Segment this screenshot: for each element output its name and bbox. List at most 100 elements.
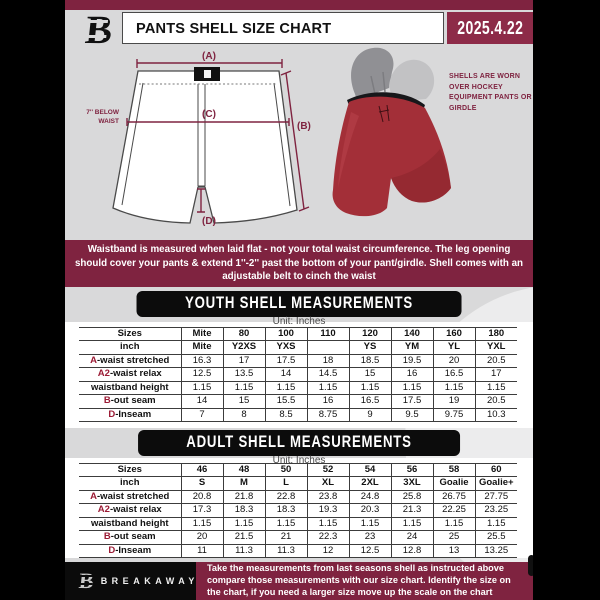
notice-banner: Waistband is measured when laid flat - n… (65, 240, 533, 287)
value-cell: 1.15 (306, 516, 350, 532)
value-cell: 1.15 (264, 516, 308, 532)
value-cell: 20 (180, 530, 224, 545)
scrollbar-thumb[interactable] (528, 555, 533, 576)
label-a: (A) (202, 51, 216, 62)
value-cell: 16.5 (432, 367, 476, 382)
value-cell: 1.15 (180, 516, 224, 532)
top-accent-bar (65, 0, 533, 10)
footer-note-text: Take the measurements from last seasons … (207, 563, 511, 597)
value-cell: 60 (474, 462, 517, 478)
table-row: D-Inseam 7 8 8.5 8.75 9 9.5 9.75 10.3 (79, 407, 517, 423)
value-cell: 3XL (390, 476, 434, 491)
table-row: A2-waist relax 12.5 13.5 14 14.5 15 16 16.5 17 (79, 367, 517, 382)
value-cell: 16.3 (180, 353, 224, 369)
youth-section-banner: YOUTH SHELL MEASUREMENTS (136, 291, 462, 317)
value-cell: 20.8 (180, 489, 224, 505)
value-cell: 21 (264, 530, 308, 545)
value-cell: 100 (264, 326, 308, 342)
shell-note: SHELLS ARE WORN OVER HOCKEY EQUIPMENT PA… (449, 73, 532, 112)
value-cell: M (222, 476, 266, 491)
youth-banner-text: YOUTH SHELL MEASUREMENTS (185, 294, 413, 312)
value-cell: 2XL (348, 476, 392, 491)
value-cell: 180 (474, 326, 517, 342)
adult-table: Sizes 46 48 50 52 54 56 58 60 inch S M L XL 2XL 3XL Goal… (79, 462, 517, 559)
value-cell: 12.8 (390, 543, 434, 559)
value-cell: 11.3 (264, 543, 308, 559)
value-cell: 1.15 (180, 380, 224, 396)
value-cell: 1.15 (222, 380, 266, 396)
brand-block: B BREAKAWAY (65, 562, 196, 600)
date-text: 2025.4.22 (457, 17, 523, 38)
date-badge: 2025.4.22 (447, 12, 533, 44)
page-title-box: PANTS SHELL SIZE CHART (122, 12, 444, 44)
value-cell: 13 (432, 543, 476, 559)
value-cell: 7 (180, 407, 224, 423)
value-cell: Goalie+ (474, 476, 517, 491)
value-cell: 16.5 (348, 394, 392, 409)
value-cell: 58 (432, 462, 476, 478)
value-cell: 80 (222, 326, 266, 342)
value-cell: 18.3 (222, 503, 266, 518)
value-cell: Goalie (432, 476, 476, 491)
row-label: D-Inseam (79, 407, 182, 423)
value-cell: 12 (306, 543, 350, 559)
value-cell: 1.15 (264, 380, 308, 396)
row-label: A2-waist relax (79, 503, 182, 518)
value-cell (306, 340, 350, 355)
value-cell: 25.8 (390, 489, 434, 505)
value-cell: 46 (180, 462, 224, 478)
value-cell: 1.15 (390, 516, 434, 532)
table-row: inch S M L XL 2XL 3XL Goalie Goalie+ (79, 476, 517, 491)
value-cell: 26.75 (432, 489, 476, 505)
value-cell: Mite (180, 326, 224, 342)
value-cell: 13.25 (474, 543, 517, 559)
value-cell: 24.8 (348, 489, 392, 505)
value-cell: YM (390, 340, 434, 355)
row-label: A-waist stretched (79, 489, 182, 505)
row-label: Sizes (79, 326, 182, 342)
value-cell: 25.5 (474, 530, 517, 545)
value-cell: 17.5 (264, 353, 308, 369)
row-label: inch (79, 476, 182, 491)
value-cell: 12.5 (348, 543, 392, 559)
value-cell: 8.75 (306, 407, 350, 423)
value-cell: 20.5 (474, 394, 517, 409)
value-cell: 1.15 (222, 516, 266, 532)
value-cell: 22.3 (306, 530, 350, 545)
value-cell: S (180, 476, 224, 491)
value-cell: 1.15 (474, 380, 517, 396)
row-label: waistband height (79, 380, 182, 396)
value-cell: 19.3 (306, 503, 350, 518)
row-label-prefix: A2 (97, 504, 110, 516)
value-cell: 52 (306, 462, 350, 478)
value-cell: Mite (180, 340, 224, 355)
value-cell: 17 (222, 353, 266, 369)
table-row: B-out seam 20 21.5 21 22.3 23 24 25 25.5 (79, 530, 517, 545)
notice-text: Waistband is measured when laid flat - n… (74, 243, 524, 283)
label-c: (C) (202, 109, 216, 120)
value-cell: YXS (264, 340, 308, 355)
table-row: waistband height 1.15 1.15 1.15 1.15 1.15 1.15… (79, 380, 517, 396)
row-label: D-Inseam (79, 543, 182, 559)
value-cell: 12.5 (180, 367, 224, 382)
adult-unit-label: Unit: Inches (272, 455, 326, 466)
value-cell: 50 (264, 462, 308, 478)
pants-outline-drawing: (A) (C) (B) (D) (112, 51, 311, 227)
row-label: A-waist stretched (79, 353, 182, 369)
value-cell: 16 (306, 394, 350, 409)
value-cell: 20 (432, 353, 476, 369)
row-label-prefix: B (103, 531, 111, 543)
row-label: A2-waist relax (79, 367, 182, 382)
table-row: B-out seam 14 15 15.5 16 16.5 17.5 19 20.5 (79, 394, 517, 409)
value-cell: 23.25 (474, 503, 517, 518)
row-label: waistband height (79, 516, 182, 532)
value-cell: 14 (264, 367, 308, 382)
value-cell: 11 (180, 543, 224, 559)
row-label-prefix: A2 (97, 368, 110, 380)
hockey-shell-photo (332, 47, 451, 217)
value-cell: 20.5 (474, 353, 517, 369)
value-cell: L (264, 476, 308, 491)
row-label: inch (79, 340, 182, 355)
value-cell: 21.3 (390, 503, 434, 518)
value-cell: 8 (222, 407, 266, 423)
